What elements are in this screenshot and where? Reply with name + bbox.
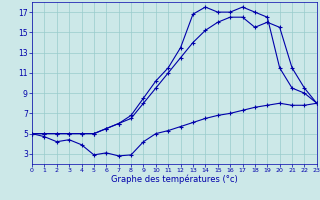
X-axis label: Graphe des températures (°c): Graphe des températures (°c): [111, 175, 238, 184]
